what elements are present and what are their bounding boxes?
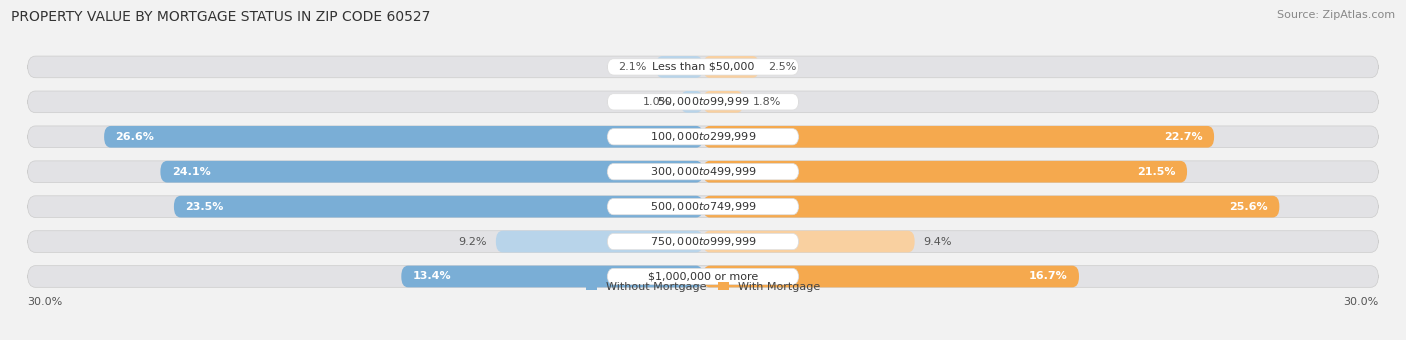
Text: $50,000 to $99,999: $50,000 to $99,999	[657, 95, 749, 108]
FancyBboxPatch shape	[703, 56, 759, 78]
FancyBboxPatch shape	[655, 56, 703, 78]
FancyBboxPatch shape	[28, 126, 1378, 148]
Text: 9.4%: 9.4%	[924, 237, 952, 246]
FancyBboxPatch shape	[28, 266, 1378, 287]
Text: 1.8%: 1.8%	[752, 97, 780, 107]
Text: $100,000 to $299,999: $100,000 to $299,999	[650, 130, 756, 143]
Text: $300,000 to $499,999: $300,000 to $499,999	[650, 165, 756, 178]
Text: 30.0%: 30.0%	[1343, 297, 1378, 307]
Text: $1,000,000 or more: $1,000,000 or more	[648, 272, 758, 282]
Text: 22.7%: 22.7%	[1164, 132, 1202, 142]
Text: 1.0%: 1.0%	[643, 97, 672, 107]
FancyBboxPatch shape	[703, 126, 1213, 148]
Text: 2.1%: 2.1%	[619, 62, 647, 72]
FancyBboxPatch shape	[681, 91, 703, 113]
Text: 2.5%: 2.5%	[768, 62, 797, 72]
FancyBboxPatch shape	[703, 91, 744, 113]
FancyBboxPatch shape	[703, 161, 1187, 183]
FancyBboxPatch shape	[28, 56, 1378, 78]
Text: $500,000 to $749,999: $500,000 to $749,999	[650, 200, 756, 213]
Text: Less than $50,000: Less than $50,000	[652, 62, 754, 72]
FancyBboxPatch shape	[607, 59, 799, 75]
FancyBboxPatch shape	[607, 94, 799, 110]
Text: 16.7%: 16.7%	[1029, 272, 1067, 282]
FancyBboxPatch shape	[160, 161, 703, 183]
FancyBboxPatch shape	[607, 164, 799, 180]
FancyBboxPatch shape	[174, 196, 703, 218]
Text: 25.6%: 25.6%	[1229, 202, 1268, 211]
Text: Source: ZipAtlas.com: Source: ZipAtlas.com	[1277, 10, 1395, 20]
FancyBboxPatch shape	[703, 196, 1279, 218]
Text: $750,000 to $999,999: $750,000 to $999,999	[650, 235, 756, 248]
FancyBboxPatch shape	[104, 126, 703, 148]
FancyBboxPatch shape	[607, 268, 799, 285]
FancyBboxPatch shape	[607, 234, 799, 250]
Text: 24.1%: 24.1%	[172, 167, 211, 177]
Text: 30.0%: 30.0%	[28, 297, 63, 307]
Text: 26.6%: 26.6%	[115, 132, 155, 142]
FancyBboxPatch shape	[496, 231, 703, 252]
FancyBboxPatch shape	[28, 161, 1378, 183]
FancyBboxPatch shape	[607, 129, 799, 145]
Legend: Without Mortgage, With Mortgage: Without Mortgage, With Mortgage	[582, 277, 824, 296]
FancyBboxPatch shape	[401, 266, 703, 287]
FancyBboxPatch shape	[28, 196, 1378, 218]
Text: 21.5%: 21.5%	[1137, 167, 1175, 177]
Text: 13.4%: 13.4%	[412, 272, 451, 282]
Text: PROPERTY VALUE BY MORTGAGE STATUS IN ZIP CODE 60527: PROPERTY VALUE BY MORTGAGE STATUS IN ZIP…	[11, 10, 430, 24]
Text: 9.2%: 9.2%	[458, 237, 486, 246]
FancyBboxPatch shape	[607, 199, 799, 215]
Text: 23.5%: 23.5%	[186, 202, 224, 211]
FancyBboxPatch shape	[703, 266, 1078, 287]
FancyBboxPatch shape	[703, 231, 915, 252]
FancyBboxPatch shape	[28, 91, 1378, 113]
FancyBboxPatch shape	[28, 231, 1378, 252]
